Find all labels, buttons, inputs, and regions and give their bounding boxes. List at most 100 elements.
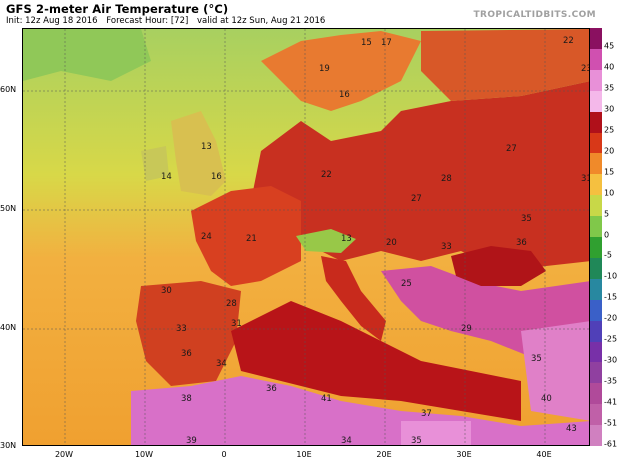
temperature-value-label: 43 <box>566 424 577 434</box>
alps <box>296 229 356 253</box>
temperature-value-label: 13 <box>341 234 352 244</box>
lon-label-30e: 30E <box>456 450 472 459</box>
temperature-value-label: 23 <box>581 64 590 74</box>
temperature-value-label: 27 <box>506 144 517 154</box>
lon-label-40e: 40E <box>536 450 552 459</box>
colorbar-segment <box>590 299 602 322</box>
colorbar-tick-label: 15 <box>604 167 615 177</box>
colorbar-segment <box>590 216 602 238</box>
temperature-value-label: 41 <box>321 394 332 404</box>
lat-label-40n: 40N <box>0 323 17 332</box>
valid-time: valid at 12z Sun, Aug 21 2016 <box>197 16 326 26</box>
temperature-value-label: 36 <box>516 238 527 248</box>
ireland <box>141 146 169 181</box>
temperature-value-label: 34 <box>216 359 227 369</box>
iberia <box>136 281 241 386</box>
lon-label-10e: 10E <box>296 450 312 459</box>
lon-label-0: 0 <box>221 450 227 459</box>
colorbar-segment <box>590 111 602 133</box>
colorbar-tick-label: -61 <box>604 439 618 449</box>
colorbar-segment <box>590 341 602 363</box>
colorbar-tick-label: -25 <box>604 334 618 344</box>
forecast-hour: Forecast Hour: [72] <box>106 16 189 26</box>
colorbar-segment <box>590 174 602 196</box>
lon-label-20w: 20W <box>54 450 74 459</box>
colorbar-segment <box>590 278 602 301</box>
temperature-value-label: 34 <box>341 436 352 446</box>
colorbar-tick-label: 35 <box>604 83 615 93</box>
lat-label-60n: 60N <box>0 85 17 94</box>
temperature-value-label: 14 <box>161 172 172 182</box>
lat-label-30n: 30N <box>0 441 17 450</box>
graticule <box>23 29 589 445</box>
subtitle: Init: 12z Aug 18 2016 Forecast Hour: [72… <box>6 16 331 26</box>
chart-title: GFS 2-meter Air Temperature (°C) <box>6 2 229 16</box>
header: GFS 2-meter Air Temperature (°C) Init: 1… <box>0 0 624 28</box>
temperature-value-label: 30 <box>161 286 172 296</box>
france <box>191 186 301 286</box>
colorbar-tick-label: -10 <box>604 271 618 281</box>
colorbar-tick-label: 5 <box>604 209 610 219</box>
colorbar-segment <box>590 90 602 113</box>
temperature-value-label: 16 <box>339 90 350 100</box>
temperature-value-label: 28 <box>226 299 237 309</box>
temperature-value-label: 21 <box>246 234 257 244</box>
colorbar <box>590 28 602 447</box>
colorbar-segment <box>590 404 602 426</box>
temperature-value-label: 31 <box>581 174 590 184</box>
temperature-value-label: 36 <box>181 349 192 359</box>
temperature-value-label: 35 <box>411 436 422 446</box>
temperature-value-label: 17 <box>381 38 392 48</box>
colorbar-segment <box>590 320 602 342</box>
temperature-value-label: 25 <box>401 279 412 289</box>
libya-egypt <box>401 421 471 445</box>
temperature-value-label: 22 <box>321 170 332 180</box>
init-time: Init: 12z Aug 18 2016 <box>6 16 98 26</box>
colorbar-tick-label: 25 <box>604 125 615 135</box>
temperature-value-label: 33 <box>441 242 452 252</box>
temperature-value-label: 38 <box>181 394 192 404</box>
temperature-labels: 17 22 23 16 19 15 13 16 14 22 27 35 24 21 13 20 33 36 30 28… <box>161 36 590 446</box>
lon-label-20e: 20E <box>376 450 392 459</box>
temperature-value-label: 16 <box>211 172 222 182</box>
temperature-map: 17 22 23 16 19 15 13 16 14 22 27 35 24 21 13 20 33 36 30 28… <box>22 28 590 446</box>
finland-russia <box>421 29 589 101</box>
temperature-value-label: 27 <box>411 194 422 204</box>
brand-watermark: TROPICALTIDBITS.COM <box>473 10 596 20</box>
north-africa <box>131 376 589 445</box>
temperature-value-label: 35 <box>531 354 542 364</box>
colorbar-segment <box>590 425 602 447</box>
lon-label-10w: 10W <box>134 450 154 459</box>
temperature-value-label: 29 <box>461 324 472 334</box>
colorbar-segment <box>590 383 602 405</box>
colorbar-segment <box>590 195 602 217</box>
colorbar-tick-label: -41 <box>604 397 618 407</box>
colorbar-tick-label: -30 <box>604 355 618 365</box>
temperature-value-label: 19 <box>319 64 330 74</box>
italy <box>321 256 386 341</box>
colorbar-segment <box>590 237 602 259</box>
temperature-value-label: 39 <box>186 436 197 446</box>
colorbar-tick-label: -5 <box>604 250 612 260</box>
temperature-value-label: 33 <box>176 324 187 334</box>
lat-label-50n: 50N <box>0 204 17 213</box>
eastern-europe <box>251 81 589 271</box>
colorbar-tick-label: -15 <box>604 292 618 302</box>
colorbar-tick-label: 30 <box>604 104 615 114</box>
north-atlantic-cool <box>23 29 151 81</box>
temperature-value-label: 20 <box>386 238 397 248</box>
colorbar-tick-label: 40 <box>604 62 615 72</box>
colorbar-segment <box>590 257 602 280</box>
colorbar-tick-label: 45 <box>604 41 615 51</box>
mediterranean-sea <box>231 301 521 421</box>
temperature-value-label: 22 <box>563 36 574 46</box>
black-sea <box>451 246 546 286</box>
colorbar-tick-label: -20 <box>604 313 618 323</box>
colorbar-segment <box>590 69 602 92</box>
middle-east <box>521 321 589 421</box>
map-canvas: 17 22 23 16 19 15 13 16 14 22 27 35 24 21 13 20 33 36 30 28… <box>23 29 590 446</box>
temperature-value-label: 31 <box>231 319 242 329</box>
temperature-value-label: 24 <box>201 232 212 242</box>
colorbar-tick-label: -35 <box>604 376 618 386</box>
colorbar-tick-label: 20 <box>604 146 615 156</box>
